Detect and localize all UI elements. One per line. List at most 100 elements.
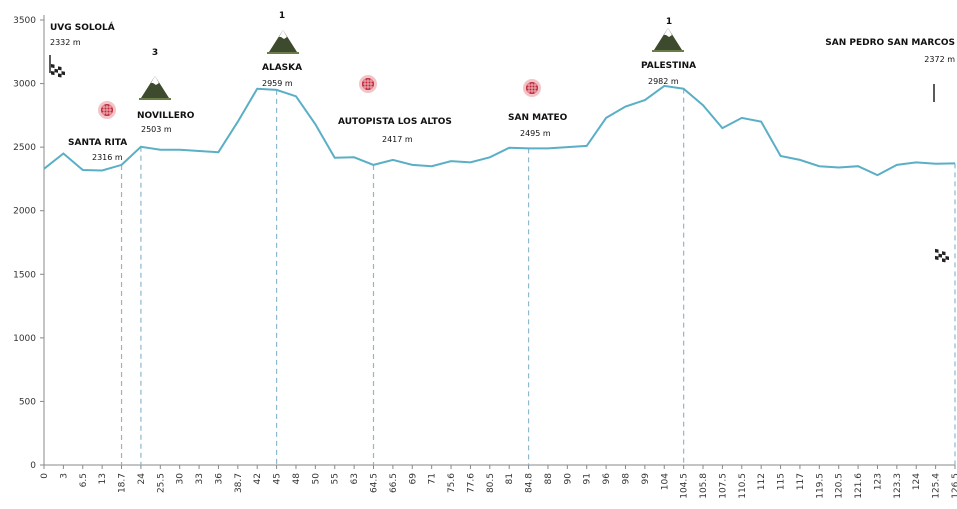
place-name: SANTA RITA [68,138,127,148]
x-tick-label: 110.5 [738,473,748,499]
climb-category: 3 [152,48,158,58]
x-tick-label: 91 [583,473,593,484]
x-tick-label: 104 [660,473,670,490]
x-tick-label: 80.5 [486,473,496,493]
place-elevation: 2503 m [141,125,172,134]
place-name: NOVILLERO [137,111,195,121]
y-tick-label: 3500 [13,16,36,26]
mountain-snow [664,28,672,37]
place-name: AUTOPISTA LOS ALTOS [338,117,452,127]
mountain-shape [654,28,682,50]
flag-square [54,65,58,70]
flag-square [935,252,939,257]
x-tick-label: 63 [350,473,360,484]
x-tick-label: 13 [98,473,108,484]
mountain-shape [141,76,169,98]
x-tick-label: 38.7 [234,473,244,493]
start-elevation: 2332 m [50,38,81,47]
finish-elevation: 2372 m [924,55,955,64]
place-elevation: 2959 m [262,79,293,88]
x-tick-label: 75.6 [447,473,457,493]
flag-square [54,72,58,77]
flag-square [51,70,55,76]
flag-square [938,257,942,262]
x-tick-label: 24 [137,473,147,485]
flag-square [61,71,65,76]
annotations: UVG SOLOLÁ 2332 m SANTA RITA 2316 m 3 NOVILLE… [49,11,955,264]
x-tick-label: 112 [757,473,767,490]
x-tick-label: 125.4 [932,473,942,499]
sprint-point-icon [98,101,116,119]
place-elevation: 2982 m [648,77,679,86]
climb-category: 1 [666,17,672,27]
x-tick-label: 124 [912,473,922,490]
y-tick-label: 0 [30,461,36,471]
x-tick-label: 90 [563,473,573,485]
x-tick-label: 84.8 [525,473,535,493]
flag-square [58,69,62,75]
sprint-point-icon [359,75,377,93]
flag-square [945,252,949,257]
x-tick-label: 77.6 [466,473,476,493]
x-tick-label: 96 [602,473,612,485]
x-tick-label: 81 [505,473,515,484]
y-tick-label: 1500 [13,270,36,280]
x-tick-label: 117 [796,473,806,490]
flag-square [51,67,55,72]
mountain-shape [269,30,297,52]
elevation-line [43,84,956,177]
x-tick-label: 3 [59,473,69,479]
flag-square [58,73,62,78]
mountain-icon [267,30,299,54]
flag-square [938,250,942,255]
flag-square [54,68,58,73]
x-tick-label: 105.8 [699,473,709,499]
x-tick-label: 36 [214,473,224,485]
y-tick-label: 1000 [13,334,36,344]
place-name: SAN MATEO [508,113,568,123]
flag-square [58,66,62,71]
flag-square [938,253,942,258]
x-tick-label: 0 [40,473,50,479]
x-tick-label: 71 [428,473,438,484]
x-tick-label: 88 [544,473,554,485]
x-tick-label: 66.5 [389,473,399,493]
x-tick-label: 120.5 [835,473,845,499]
x-tick-label: 18.7 [118,473,128,493]
flag-square [935,255,939,260]
x-tick-label: 55 [331,473,341,484]
x-tick-label: 25.5 [156,473,166,493]
x-tick-label: 107.5 [718,473,728,499]
checkered-flag-icon [933,84,949,264]
x-tick-label: 69 [408,473,418,485]
x-tick-label: 123.3 [893,473,903,499]
flag-square [51,63,55,69]
flag-square [942,254,946,259]
x-tick-label: 123 [873,473,883,490]
mountain-icon [139,76,171,100]
y-axis: 0 500 1000 1500 2000 2500 3000 3500 [13,15,45,471]
x-tick-label: 119.5 [815,473,825,499]
x-axis: 0 3 6.5 13 18.7 24 25.5 30 33 36 38.7 42 45 48 50 55 63 6… [40,464,957,499]
flag-square [942,251,946,256]
x-tick-label: 115 [777,473,787,490]
start-name: UVG SOLOLÁ [50,21,115,33]
mountain-icon [652,28,684,52]
x-tick-label: 48 [292,473,302,485]
place-elevation: 2417 m [382,135,413,144]
y-tick-label: 500 [19,397,36,407]
mountain-snow [151,76,159,85]
flag-square [945,259,949,264]
x-tick-label: 50 [311,473,321,485]
x-tick-label: 42 [253,473,263,484]
x-tick-label: 98 [621,473,631,485]
flag-square [935,248,939,253]
x-tick-label: 6.5 [79,473,89,487]
finish-name: SAN PEDRO SAN MARCOS [825,38,955,48]
x-tick-label: 121.6 [854,473,864,499]
place-elevation: 2316 m [92,153,123,162]
y-tick-label: 3000 [13,80,36,90]
x-tick-label: 45 [273,473,283,484]
x-tick-label: 104.5 [680,473,690,499]
